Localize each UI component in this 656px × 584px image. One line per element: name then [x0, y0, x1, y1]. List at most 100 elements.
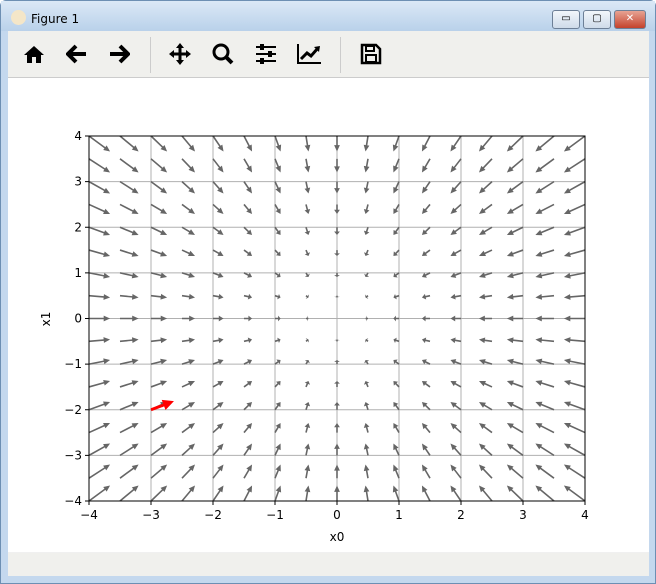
toolbar-separator	[340, 37, 341, 73]
field-arrow	[478, 422, 493, 434]
app-icon	[11, 10, 26, 25]
field-arrow	[150, 203, 168, 215]
field-arrow	[506, 315, 523, 322]
axes-frame	[88, 135, 586, 502]
field-arrow	[393, 181, 400, 194]
field-arrow	[478, 337, 493, 344]
field-arrow	[334, 360, 340, 365]
field-arrow	[88, 249, 111, 258]
maximize-button[interactable]: ▢	[583, 10, 611, 29]
field-arrow	[88, 401, 111, 411]
field-arrow	[421, 422, 431, 434]
field-arrow	[506, 443, 524, 457]
field-arrow	[421, 203, 431, 215]
save-button[interactable]	[356, 39, 386, 69]
arrow-left-icon	[66, 44, 86, 64]
x-tick-label: 0	[333, 508, 341, 522]
field-arrow	[563, 485, 586, 502]
field-arrow	[274, 249, 281, 256]
field-arrow	[274, 181, 281, 194]
field-arrow	[274, 158, 281, 173]
field-arrow	[304, 464, 311, 479]
field-arrow	[212, 337, 224, 344]
sliders-icon	[256, 44, 276, 64]
field-arrow	[334, 443, 340, 456]
field-arrow	[478, 135, 493, 152]
field-arrow	[421, 381, 431, 388]
field-arrow	[181, 203, 196, 215]
field-arrow	[274, 485, 282, 502]
field-arrow	[212, 401, 224, 411]
toolbar-separator	[150, 37, 151, 73]
field-arrow	[243, 293, 253, 300]
field-arrow	[119, 380, 139, 388]
field-arrow	[275, 315, 281, 322]
field-arrow	[88, 443, 111, 457]
field-arrow	[478, 181, 493, 194]
field-arrow	[119, 203, 139, 215]
field-arrow	[364, 294, 369, 300]
field-arrow	[563, 358, 586, 365]
x-tick-label: 3	[519, 508, 527, 522]
field-arrow	[212, 381, 224, 388]
field-arrow	[304, 443, 311, 456]
subplots-button[interactable]	[251, 39, 281, 69]
y-tick-label: 3	[74, 175, 82, 189]
field-arrow	[535, 180, 555, 194]
field-arrow	[212, 249, 224, 256]
close-button[interactable]: ✕	[614, 10, 646, 29]
field-arrow	[304, 401, 311, 410]
field-arrow	[150, 293, 168, 300]
field-arrow	[304, 204, 311, 215]
pan-button[interactable]	[165, 39, 195, 69]
field-arrow	[478, 381, 493, 388]
figure-canvas[interactable]: −4 −4 −3 −3 −2 −2 −1 −1 0 0 1 1 2 2 3 3 4 4 x0 x1	[8, 78, 649, 552]
field-arrow	[88, 203, 111, 215]
field-arrow	[506, 337, 524, 344]
field-arrow	[243, 422, 253, 434]
field-arrow	[304, 422, 311, 433]
field-arrow	[150, 422, 168, 434]
field-arrow	[563, 464, 586, 479]
field-arrow	[182, 315, 196, 322]
field-arrow	[150, 249, 168, 257]
field-arrow	[478, 226, 493, 236]
field-arrow	[88, 135, 111, 152]
field-arrow	[304, 272, 310, 277]
zoom-button[interactable]	[208, 39, 238, 69]
field-arrow	[535, 294, 555, 300]
field-arrow	[120, 315, 139, 322]
field-arrow	[421, 272, 431, 278]
field-arrow	[89, 315, 111, 322]
field-arrow	[212, 485, 224, 502]
field-arrow	[150, 485, 168, 502]
field-arrow	[506, 485, 524, 502]
field-arrow	[304, 381, 311, 388]
field-arrow	[450, 158, 462, 173]
floppy-disk-icon	[360, 43, 382, 65]
edit-axis-button[interactable]	[294, 39, 324, 69]
minimize-button[interactable]: ▭	[552, 10, 580, 29]
field-arrow	[243, 203, 253, 215]
title-bar: Figure 1 ▭ ▢ ✕	[1, 1, 655, 31]
field-arrow	[119, 358, 139, 365]
field-arrow	[393, 272, 400, 278]
field-arrow	[150, 464, 168, 479]
home-button[interactable]	[19, 39, 49, 69]
field-arrow	[334, 464, 340, 479]
field-arrow	[119, 485, 139, 502]
field-arrow	[393, 381, 400, 388]
field-arrow	[535, 315, 554, 322]
back-button[interactable]	[62, 39, 92, 69]
forward-button[interactable]	[104, 39, 134, 69]
field-arrow	[119, 443, 139, 457]
field-arrow	[304, 360, 310, 365]
field-arrow	[334, 227, 340, 236]
field-arrow	[181, 422, 196, 434]
field-arrow	[563, 203, 586, 215]
field-arrow	[212, 135, 224, 152]
field-arrow	[506, 158, 524, 173]
field-arrow	[535, 249, 555, 257]
field-arrow	[305, 294, 310, 300]
field-arrow	[334, 158, 340, 173]
